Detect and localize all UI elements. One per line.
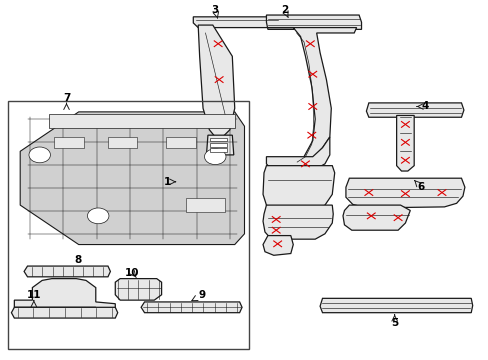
Polygon shape <box>24 266 110 277</box>
Bar <box>166 137 195 148</box>
Polygon shape <box>141 302 242 313</box>
Polygon shape <box>396 116 413 171</box>
Text: 10: 10 <box>125 267 139 278</box>
Polygon shape <box>267 28 356 158</box>
Polygon shape <box>345 178 464 208</box>
Polygon shape <box>198 25 234 137</box>
Polygon shape <box>263 205 332 239</box>
Circle shape <box>29 147 50 163</box>
Polygon shape <box>320 298 472 313</box>
Text: 5: 5 <box>390 319 398 328</box>
Polygon shape <box>206 135 233 155</box>
Text: 9: 9 <box>198 291 205 301</box>
Polygon shape <box>115 279 161 300</box>
Text: 3: 3 <box>211 5 219 15</box>
Polygon shape <box>14 279 115 312</box>
Polygon shape <box>263 235 293 255</box>
Polygon shape <box>49 114 234 128</box>
Bar <box>8 101 249 348</box>
Text: 1: 1 <box>163 177 171 187</box>
Bar <box>210 138 227 141</box>
Polygon shape <box>266 15 361 30</box>
Circle shape <box>204 149 225 165</box>
Polygon shape <box>342 205 409 230</box>
Polygon shape <box>11 307 118 318</box>
Bar <box>210 143 227 147</box>
Bar <box>54 137 83 148</box>
Text: 11: 11 <box>26 290 41 300</box>
Text: 6: 6 <box>417 182 424 192</box>
Text: 8: 8 <box>74 255 81 265</box>
Circle shape <box>87 208 109 224</box>
Polygon shape <box>193 17 281 28</box>
Polygon shape <box>263 166 334 209</box>
Polygon shape <box>266 137 329 169</box>
Text: 4: 4 <box>420 102 427 112</box>
Bar <box>210 148 227 152</box>
Text: 2: 2 <box>280 5 287 15</box>
Bar <box>108 137 137 148</box>
Text: 7: 7 <box>62 93 70 103</box>
Bar <box>185 198 224 212</box>
Polygon shape <box>366 103 463 117</box>
Polygon shape <box>20 112 244 244</box>
